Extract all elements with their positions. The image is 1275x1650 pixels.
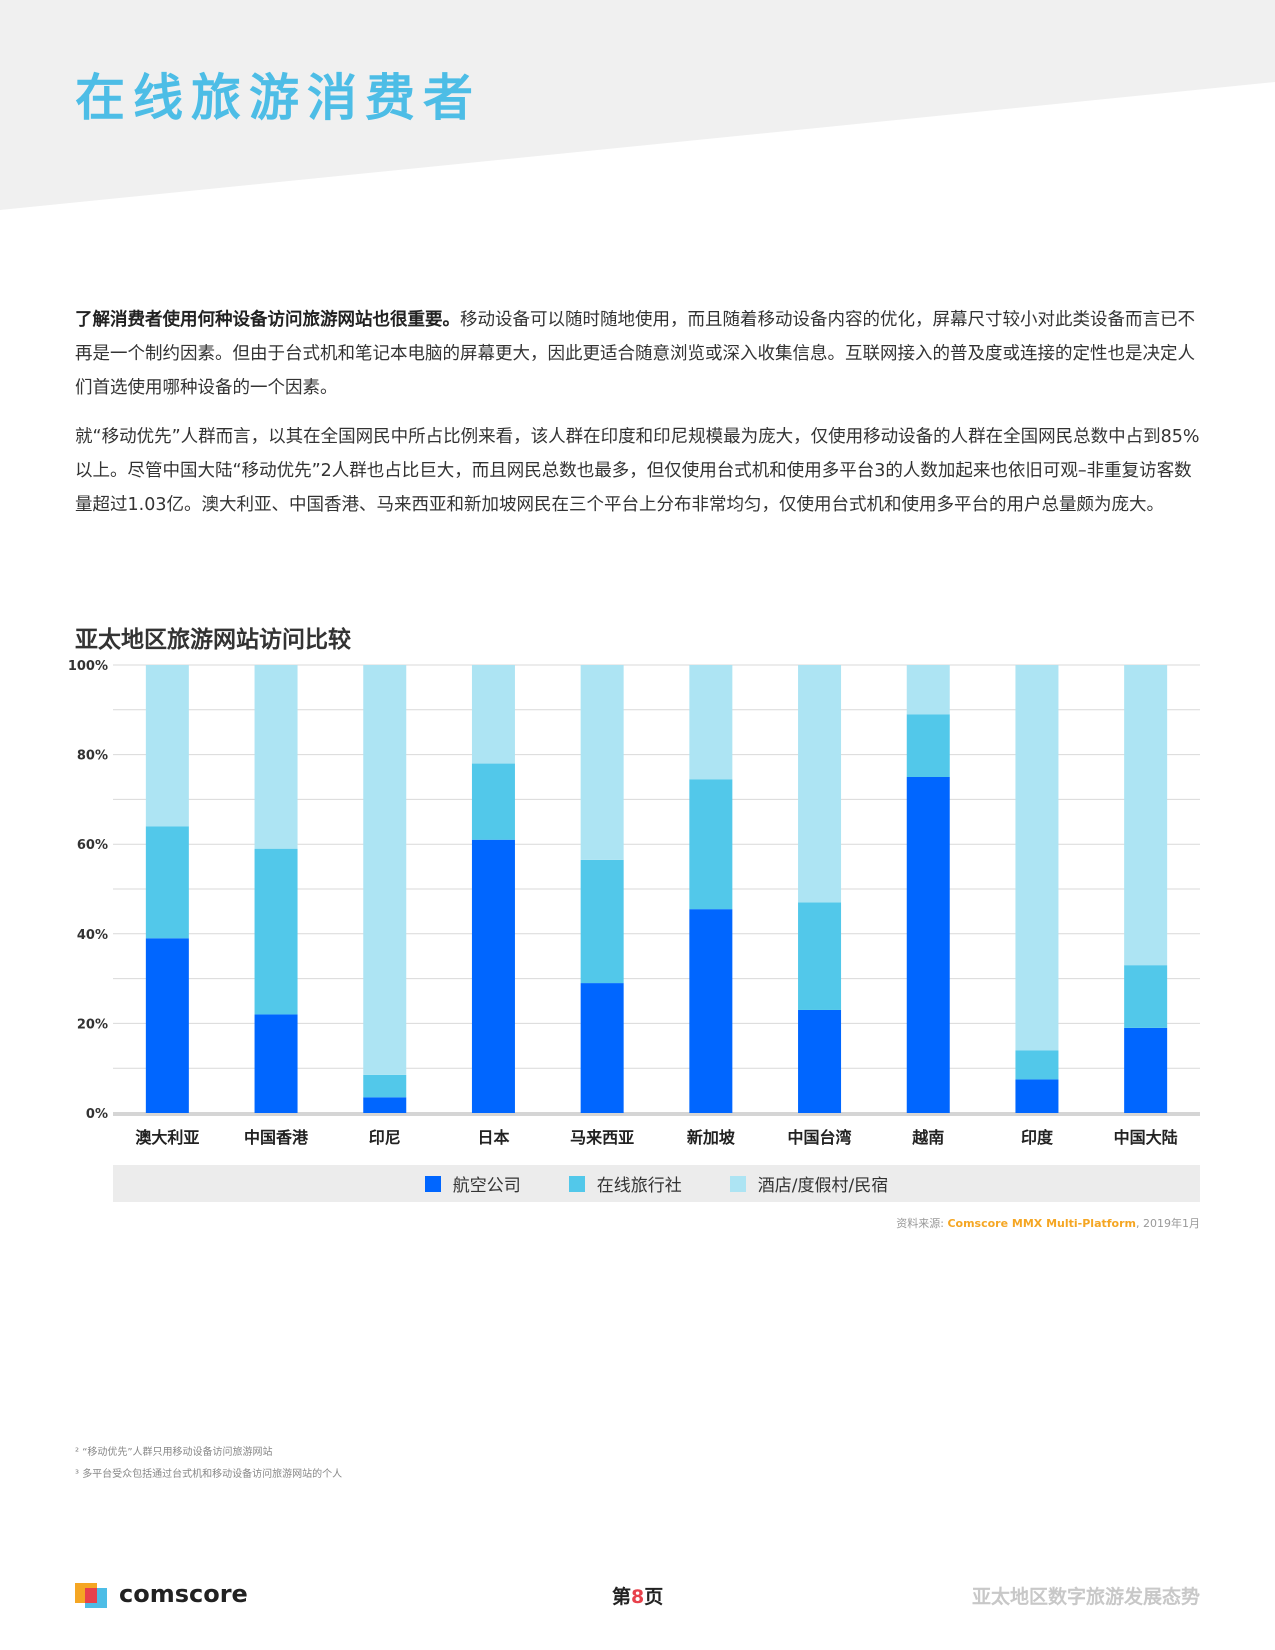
x-tick-label: 印尼: [369, 1128, 401, 1147]
x-tick-label: 日本: [477, 1128, 509, 1147]
bar-segment-hotel: [363, 665, 407, 1075]
bar-segment-ota: [1015, 1050, 1059, 1080]
bar-segment-ota: [471, 763, 515, 840]
bar-segment-ota: [906, 714, 950, 777]
x-tick-label: 马来西亚: [570, 1128, 634, 1147]
y-tick-label: 60%: [77, 838, 108, 853]
bar-segment-airline: [471, 839, 515, 1113]
bar-segment-hotel: [580, 665, 624, 860]
bar-segment-airline: [906, 777, 950, 1113]
report-title: 亚太地区数字旅游发展态势: [971, 1586, 1200, 1608]
bar-segment-hotel: [798, 665, 842, 903]
legend-item-hotel: 酒店/度假村/民宿: [729, 1171, 889, 1196]
bar-segment-hotel: [145, 665, 189, 827]
bar-segment-hotel: [471, 665, 515, 764]
legend-item-airline: 航空公司: [424, 1171, 521, 1196]
page-title: 在线旅游消费者: [75, 69, 481, 127]
bar-segment-ota: [1124, 965, 1168, 1028]
source-note: 资料来源: Comscore MMX Multi-Platform, 2019年…: [896, 1215, 1200, 1231]
y-tick-label: 20%: [77, 1017, 108, 1032]
bar-segment-airline: [254, 1014, 298, 1113]
y-tick-label: 80%: [77, 749, 108, 764]
bar-segment-airline: [1015, 1079, 1059, 1113]
legend-item-ota: 在线旅行社: [568, 1171, 682, 1196]
brand-name: comscore: [119, 1580, 248, 1608]
x-tick-label: 新加坡: [687, 1128, 736, 1147]
x-tick-label: 中国香港: [244, 1128, 309, 1147]
chart-legend: 航空公司 在线旅行社 酒店/度假村/民宿: [113, 1165, 1200, 1202]
bar-segment-airline: [689, 909, 733, 1113]
source-name: Comscore MMX Multi-Platform: [947, 1217, 1136, 1230]
legend-label-hotel: 酒店/度假村/民宿: [757, 1176, 889, 1196]
y-tick-label: 100%: [68, 659, 108, 674]
intro-rest: 移动设备可以随时随地使用，而且随着移动设备内容的优化，屏幕尺寸较小对此类设备而言…: [75, 310, 1195, 398]
x-tick-label: 中国大陆: [1114, 1128, 1178, 1147]
header-background: [0, 0, 1275, 210]
bar-segment-ota: [363, 1074, 407, 1098]
bar-segment-hotel: [906, 665, 950, 715]
bar-segment-hotel: [254, 665, 298, 849]
page-num: 8: [631, 1586, 645, 1608]
intro-paragraph: 了解消费者使用何种设备访问旅游网站也很重要。移动设备可以随时随地使用，而且随着移…: [75, 303, 1205, 405]
x-tick-label: 澳大利亚: [135, 1128, 199, 1147]
legend-swatch-airline: [424, 1175, 441, 1192]
x-tick-label: 中国台湾: [788, 1128, 852, 1147]
bar-segment-ota: [145, 826, 189, 939]
source-suffix: , 2019年1月: [1136, 1217, 1200, 1230]
page-suffix: 页: [644, 1586, 664, 1608]
y-tick-label: 40%: [77, 928, 108, 943]
bar-segment-ota: [798, 902, 842, 1010]
bar-segment-airline: [145, 938, 189, 1113]
page-prefix: 第: [612, 1586, 632, 1608]
x-tick-label: 印度: [1021, 1128, 1054, 1147]
y-tick-label: 0%: [86, 1107, 108, 1122]
bar-segment-hotel: [1015, 665, 1059, 1051]
bar-segment-hotel: [689, 665, 733, 780]
legend-label-airline: 航空公司: [452, 1176, 521, 1196]
x-tick-label: 越南: [911, 1128, 944, 1147]
bar-segment-airline: [1124, 1027, 1168, 1113]
comscore-logo: comscore: [75, 1580, 248, 1608]
legend-swatch-hotel: [729, 1175, 746, 1192]
footnote-3: ³ 多平台受众包括通过台式机和移动设备访问旅游网站的个人: [75, 1469, 343, 1480]
bar-segment-ota: [689, 779, 733, 910]
bar-segment-ota: [580, 859, 624, 984]
bar-segment-airline: [798, 1009, 842, 1113]
bar-segment-airline: [363, 1097, 407, 1113]
mobile-first-paragraph: 就“移动优先”人群而言，以其在全国网民中所占比例来看，该人群在印度和印尼规模最为…: [75, 427, 1200, 515]
source-prefix: 资料来源:: [896, 1217, 948, 1230]
legend-swatch-ota: [568, 1175, 585, 1192]
bar-segment-hotel: [1124, 665, 1168, 966]
bar-segment-airline: [580, 983, 624, 1113]
legend-label-ota: 在线旅行社: [596, 1176, 682, 1196]
footnote-2: ² “移动优先”人群只用移动设备访问旅游网站: [75, 1447, 273, 1458]
chart-title: 亚太地区旅游网站访问比较: [75, 627, 351, 653]
comscore-logo-icon: [75, 1583, 107, 1608]
intro-lead: 了解消费者使用何种设备访问旅游网站也很重要。: [75, 310, 460, 330]
page-number: 第8页: [612, 1582, 663, 1609]
bar-segment-ota: [254, 848, 298, 1015]
